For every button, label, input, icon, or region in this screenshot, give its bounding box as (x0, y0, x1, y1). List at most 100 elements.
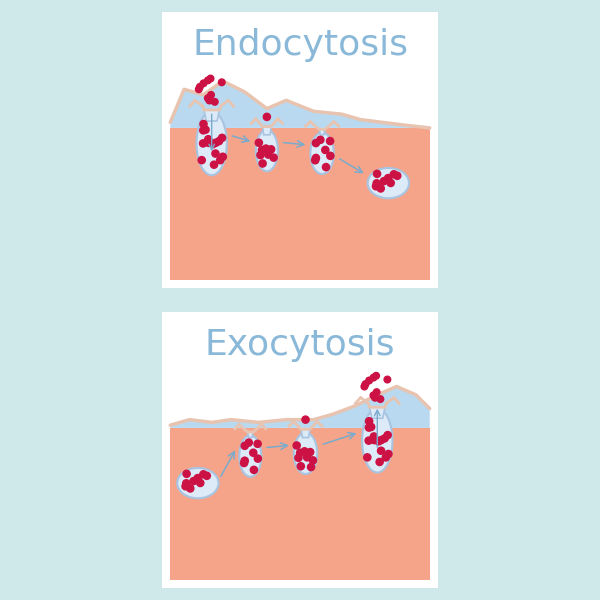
Circle shape (394, 172, 401, 179)
Circle shape (197, 479, 204, 487)
FancyBboxPatch shape (159, 9, 441, 291)
Circle shape (370, 392, 377, 398)
Circle shape (202, 126, 209, 133)
FancyBboxPatch shape (159, 309, 441, 591)
Polygon shape (301, 430, 310, 437)
Circle shape (368, 424, 375, 431)
Circle shape (322, 146, 329, 154)
Circle shape (370, 374, 377, 381)
Circle shape (199, 140, 206, 147)
Circle shape (206, 97, 213, 104)
Circle shape (255, 139, 262, 146)
Circle shape (385, 451, 392, 458)
Circle shape (327, 152, 334, 160)
Circle shape (196, 86, 202, 92)
Circle shape (250, 449, 257, 457)
Circle shape (198, 157, 205, 164)
Circle shape (304, 454, 311, 461)
Circle shape (370, 433, 377, 440)
Circle shape (373, 373, 379, 379)
Circle shape (313, 139, 320, 146)
Circle shape (219, 153, 226, 160)
Circle shape (361, 383, 368, 390)
Circle shape (245, 439, 253, 446)
Ellipse shape (310, 133, 334, 174)
Ellipse shape (294, 433, 317, 474)
Circle shape (259, 160, 266, 167)
Circle shape (218, 79, 225, 86)
Circle shape (382, 454, 389, 461)
Polygon shape (170, 386, 430, 428)
Circle shape (268, 146, 275, 153)
Circle shape (301, 448, 308, 455)
Circle shape (218, 134, 226, 142)
Circle shape (385, 175, 392, 182)
Circle shape (311, 157, 319, 164)
Circle shape (254, 440, 261, 448)
Circle shape (183, 470, 190, 478)
Circle shape (373, 180, 380, 187)
Circle shape (376, 458, 383, 466)
Circle shape (371, 437, 378, 443)
Circle shape (296, 449, 304, 457)
Circle shape (205, 139, 212, 146)
Circle shape (194, 475, 201, 482)
Text: Exocytosis: Exocytosis (205, 328, 395, 362)
Polygon shape (248, 432, 253, 437)
Ellipse shape (368, 168, 409, 198)
Polygon shape (370, 407, 385, 418)
Circle shape (241, 460, 248, 467)
Circle shape (380, 178, 388, 185)
Circle shape (390, 171, 397, 178)
Circle shape (212, 139, 219, 146)
Circle shape (257, 151, 264, 158)
Circle shape (211, 98, 218, 105)
Circle shape (366, 377, 373, 384)
Polygon shape (170, 81, 430, 128)
Circle shape (295, 454, 302, 461)
Circle shape (190, 478, 197, 485)
Circle shape (254, 455, 262, 462)
Circle shape (209, 140, 217, 148)
Circle shape (377, 396, 383, 403)
Polygon shape (319, 129, 325, 135)
Circle shape (384, 376, 391, 383)
Circle shape (377, 436, 385, 443)
Circle shape (365, 424, 373, 431)
Circle shape (200, 127, 207, 134)
Circle shape (263, 113, 271, 121)
Circle shape (377, 447, 385, 454)
Circle shape (387, 179, 394, 187)
Polygon shape (262, 127, 271, 135)
Circle shape (364, 454, 371, 461)
Circle shape (262, 145, 269, 152)
Circle shape (187, 485, 194, 492)
Circle shape (182, 482, 189, 490)
Circle shape (307, 463, 314, 470)
Circle shape (317, 136, 324, 143)
Ellipse shape (177, 468, 218, 498)
Circle shape (207, 75, 214, 82)
Polygon shape (204, 110, 220, 121)
Text: Endocytosis: Endocytosis (192, 28, 408, 62)
Polygon shape (170, 428, 430, 580)
Circle shape (322, 164, 329, 170)
Circle shape (313, 154, 320, 161)
Circle shape (250, 466, 257, 473)
Circle shape (384, 431, 391, 439)
Circle shape (371, 394, 379, 401)
Circle shape (307, 448, 314, 455)
Circle shape (297, 463, 304, 470)
Circle shape (208, 92, 214, 98)
Circle shape (270, 154, 277, 161)
Circle shape (362, 381, 369, 388)
Circle shape (381, 435, 388, 442)
Circle shape (203, 472, 211, 479)
Ellipse shape (239, 436, 262, 477)
Circle shape (200, 471, 207, 478)
Circle shape (373, 170, 380, 178)
Circle shape (375, 438, 382, 445)
Circle shape (293, 442, 300, 449)
Circle shape (205, 95, 211, 101)
Ellipse shape (197, 112, 227, 175)
